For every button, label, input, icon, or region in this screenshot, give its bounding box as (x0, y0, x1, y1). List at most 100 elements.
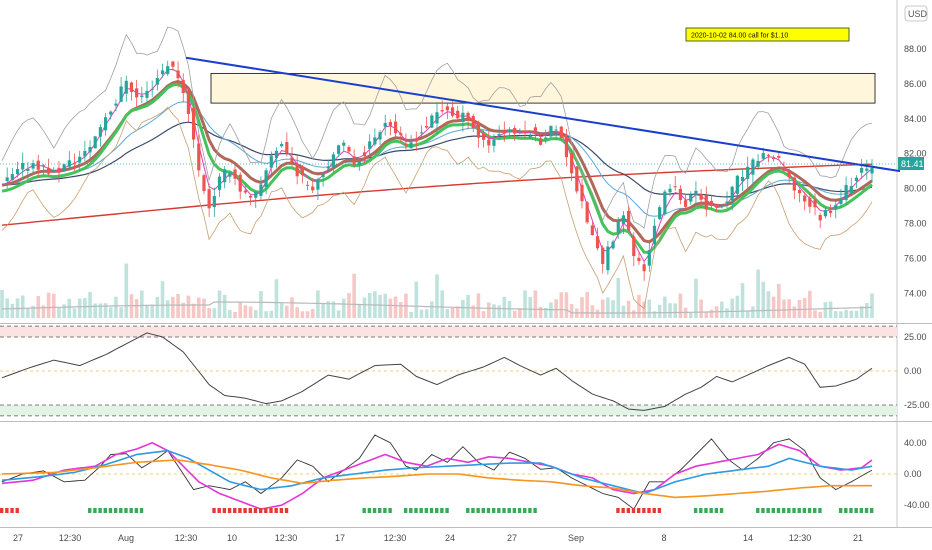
candle-body[interactable] (766, 154, 771, 156)
candle-body[interactable] (507, 129, 512, 133)
candle-body[interactable] (140, 95, 144, 98)
candle-body[interactable] (476, 123, 481, 138)
candle-body[interactable] (264, 170, 268, 188)
candle-body[interactable] (756, 160, 760, 167)
candle-body[interactable] (725, 201, 729, 204)
candle-body[interactable] (399, 133, 403, 135)
candle-body[interactable] (155, 78, 159, 85)
candle-body[interactable] (21, 162, 25, 170)
candle-body[interactable] (497, 134, 501, 136)
candle-body[interactable] (777, 155, 781, 158)
candle-body[interactable] (435, 112, 439, 124)
candle-body[interactable] (813, 199, 817, 208)
candle-body[interactable] (746, 166, 750, 179)
candle-body[interactable] (41, 165, 46, 167)
candle-body[interactable] (212, 195, 216, 208)
candle-body[interactable] (57, 167, 61, 173)
candle-body[interactable] (549, 125, 553, 137)
candle-body[interactable] (129, 82, 134, 92)
candle-body[interactable] (834, 205, 838, 209)
candle-body[interactable] (404, 143, 408, 145)
candle-body[interactable] (720, 206, 724, 208)
candle-body[interactable] (124, 80, 128, 94)
candle-body[interactable] (678, 188, 682, 201)
candle-body[interactable] (238, 174, 242, 192)
candle-body[interactable] (186, 91, 191, 115)
candle-body[interactable] (466, 112, 470, 121)
candle-body[interactable] (342, 142, 346, 146)
candle-body[interactable] (383, 122, 387, 127)
candle-body[interactable] (554, 129, 558, 131)
candle-body[interactable] (166, 66, 170, 75)
candle-body[interactable] (248, 195, 253, 198)
candle-body[interactable] (93, 136, 97, 149)
candle-body[interactable] (860, 168, 864, 173)
candle-body[interactable] (202, 175, 206, 192)
candle-body[interactable] (321, 174, 325, 178)
candle-body[interactable] (119, 86, 123, 102)
candle-body[interactable] (564, 137, 569, 158)
candle-body[interactable] (699, 194, 703, 200)
candle-body[interactable] (15, 169, 20, 175)
candle-body[interactable] (502, 131, 506, 134)
candle-body[interactable] (528, 135, 532, 138)
candle-body[interactable] (709, 200, 714, 206)
candle-body[interactable] (160, 70, 165, 75)
candle-body[interactable] (47, 167, 51, 174)
candle-body[interactable] (683, 200, 688, 207)
candle-body[interactable] (430, 115, 434, 128)
candle-body[interactable] (787, 171, 791, 178)
candle-body[interactable] (425, 126, 429, 128)
candle-body[interactable] (461, 112, 465, 123)
candle-body[interactable] (782, 167, 786, 171)
candle-body[interactable] (217, 176, 222, 190)
candle-body[interactable] (652, 225, 657, 245)
candle-body[interactable] (761, 153, 765, 159)
candle-body[interactable] (575, 166, 579, 192)
candle-body[interactable] (36, 160, 40, 170)
candle-body[interactable] (197, 143, 201, 171)
candle-body[interactable] (538, 138, 543, 145)
candle-body[interactable] (326, 166, 330, 169)
candlesticks[interactable] (5, 60, 874, 281)
candle-body[interactable] (823, 210, 827, 217)
candle-body[interactable] (606, 246, 610, 271)
candle-body[interactable] (456, 110, 460, 119)
candle-body[interactable] (808, 197, 812, 207)
candle-body[interactable] (285, 142, 289, 153)
candle-body[interactable] (10, 174, 14, 181)
candle-body[interactable] (269, 155, 273, 168)
candle-body[interactable] (735, 175, 739, 194)
candle-body[interactable] (668, 188, 672, 193)
candle-body[interactable] (445, 106, 449, 111)
candle-body[interactable] (627, 210, 631, 231)
candle-body[interactable] (570, 152, 574, 174)
candle-body[interactable] (580, 184, 584, 202)
candle-body[interactable] (176, 70, 180, 79)
candle-body[interactable] (233, 169, 237, 179)
candle-body[interactable] (135, 88, 139, 98)
candle-body[interactable] (316, 179, 320, 190)
candle-body[interactable] (751, 159, 755, 175)
candle-body[interactable] (145, 91, 149, 98)
candle-body[interactable] (352, 156, 356, 165)
candle-body[interactable] (290, 157, 294, 163)
candle-body[interactable] (792, 177, 796, 191)
candle-body[interactable] (647, 250, 651, 266)
candle-body[interactable] (616, 221, 620, 233)
candle-body[interactable] (419, 132, 424, 134)
candle-body[interactable] (388, 122, 392, 126)
candle-body[interactable] (704, 195, 708, 210)
candle-body[interactable] (694, 190, 698, 195)
candle-body[interactable] (78, 156, 82, 163)
candle-body[interactable] (26, 168, 30, 171)
candle-body[interactable] (518, 130, 522, 132)
candle-body[interactable] (52, 170, 56, 172)
candle-body[interactable] (642, 264, 646, 272)
candle-body[interactable] (673, 186, 677, 188)
candle-body[interactable] (259, 184, 263, 196)
candle-body[interactable] (730, 186, 734, 201)
candle-body[interactable] (844, 185, 848, 201)
candle-body[interactable] (72, 163, 77, 165)
candle-body[interactable] (109, 111, 113, 115)
